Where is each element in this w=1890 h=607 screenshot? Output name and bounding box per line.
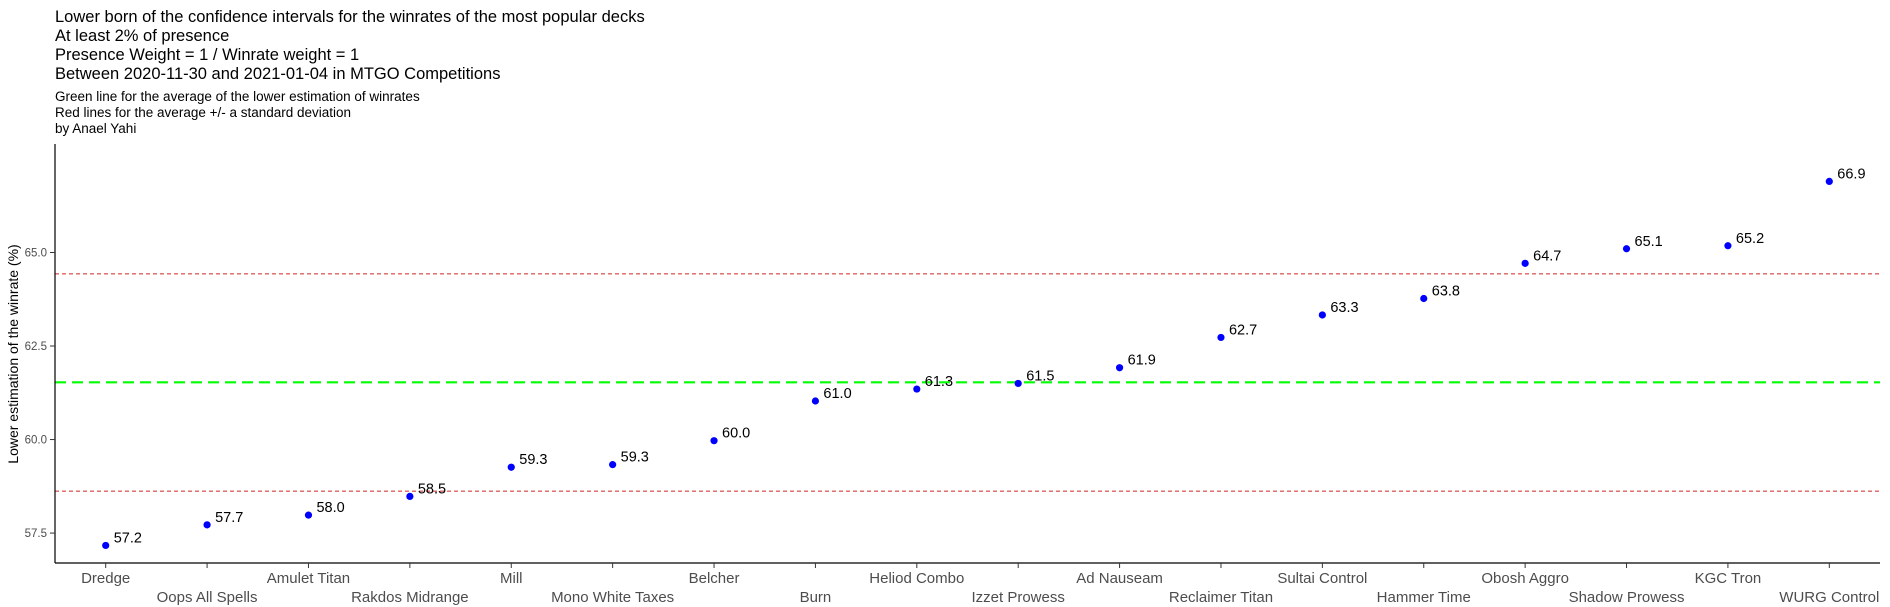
subtitle-line-1: Green line for the average of the lower … bbox=[55, 89, 420, 104]
title-line-1: Lower born of the confidence intervals f… bbox=[55, 8, 645, 26]
data-label: 63.3 bbox=[1330, 300, 1358, 316]
data-point bbox=[1318, 311, 1326, 319]
y-tick-label: 57.5 bbox=[25, 528, 47, 540]
data-point bbox=[1622, 245, 1631, 253]
data-label: 59.3 bbox=[519, 452, 547, 468]
data-label: 64.7 bbox=[1533, 248, 1561, 264]
data-point bbox=[609, 461, 617, 469]
data-label: 66.9 bbox=[1837, 166, 1865, 182]
x-tick-label: Mill bbox=[500, 570, 523, 587]
data-label: 61.5 bbox=[1026, 368, 1054, 384]
data-label: 63.8 bbox=[1432, 284, 1460, 300]
x-tick-label: Shadow Prowess bbox=[1569, 589, 1685, 606]
data-label: 59.3 bbox=[621, 450, 649, 466]
data-label: 60.0 bbox=[722, 426, 750, 442]
data-point bbox=[1724, 242, 1732, 250]
data-point bbox=[1014, 379, 1022, 388]
x-tick-label: Obosh Aggro bbox=[1481, 570, 1569, 587]
y-tick-label: 62.5 bbox=[25, 341, 47, 353]
data-label: 57.2 bbox=[114, 530, 142, 546]
data-point bbox=[1521, 259, 1529, 267]
x-tick-label: Dredge bbox=[81, 570, 130, 587]
data-label: 61.0 bbox=[823, 386, 851, 402]
title-line-2: At least 2% of presence bbox=[55, 27, 230, 45]
x-tick-label: Heliod Combo bbox=[869, 570, 964, 587]
title-line-3: Presence Weight = 1 / Winrate weight = 1 bbox=[55, 46, 360, 64]
data-point bbox=[304, 511, 313, 519]
x-tick-label: Reclaimer Titan bbox=[1169, 589, 1273, 606]
data-point bbox=[102, 541, 110, 550]
data-point bbox=[811, 397, 820, 405]
y-axis-title: Lower estimation of the winrate (%) bbox=[5, 244, 21, 463]
data-label: 58.5 bbox=[418, 481, 446, 497]
data-label: 58.0 bbox=[316, 500, 344, 516]
x-tick-label: Mono White Taxes bbox=[551, 589, 674, 606]
x-tick-label: Rakdos Midrange bbox=[351, 589, 469, 606]
data-label: 65.2 bbox=[1736, 231, 1764, 247]
data-point bbox=[1217, 333, 1225, 342]
x-tick-label: Ad Nauseam bbox=[1076, 570, 1163, 587]
y-tick-label: 65.0 bbox=[25, 247, 47, 259]
chart-title: Lower born of the confidence intervals f… bbox=[55, 8, 645, 84]
data-label: 62.7 bbox=[1229, 322, 1257, 338]
x-tick-label: KGC Tron bbox=[1695, 570, 1762, 587]
x-tick-label: Belcher bbox=[689, 570, 740, 587]
data-label: 65.1 bbox=[1635, 234, 1663, 250]
subtitle-line-3: by Anael Yahi bbox=[55, 121, 137, 136]
x-tick-label: Oops All Spells bbox=[157, 589, 258, 606]
title-line-4: Between 2020-11-30 and 2021-01-04 in MTG… bbox=[55, 65, 501, 83]
data-label: 61.3 bbox=[925, 374, 953, 390]
x-tick-label: Izzet Prowess bbox=[972, 589, 1065, 606]
y-tick-label: 60.0 bbox=[25, 435, 47, 447]
x-tick-label: Amulet Titan bbox=[267, 570, 350, 587]
data-point bbox=[710, 437, 718, 445]
x-tick-label: Hammer Time bbox=[1377, 589, 1471, 606]
data-point bbox=[406, 492, 414, 501]
x-tick-label: Sultai Control bbox=[1277, 570, 1367, 587]
chart-subtitle: Green line for the average of the lower … bbox=[55, 89, 420, 137]
subtitle-line-2: Red lines for the average +/- a standard… bbox=[55, 105, 352, 120]
data-point bbox=[913, 385, 921, 393]
data-point bbox=[1115, 364, 1124, 372]
data-point bbox=[203, 521, 211, 529]
data-point bbox=[507, 463, 515, 471]
x-tick-label: Burn bbox=[800, 589, 832, 606]
data-point bbox=[1420, 294, 1428, 303]
data-label: 61.9 bbox=[1128, 353, 1156, 369]
data-label: 57.7 bbox=[215, 510, 243, 526]
data-point bbox=[1825, 177, 1833, 186]
x-tick-label: WURG Control bbox=[1779, 589, 1879, 606]
